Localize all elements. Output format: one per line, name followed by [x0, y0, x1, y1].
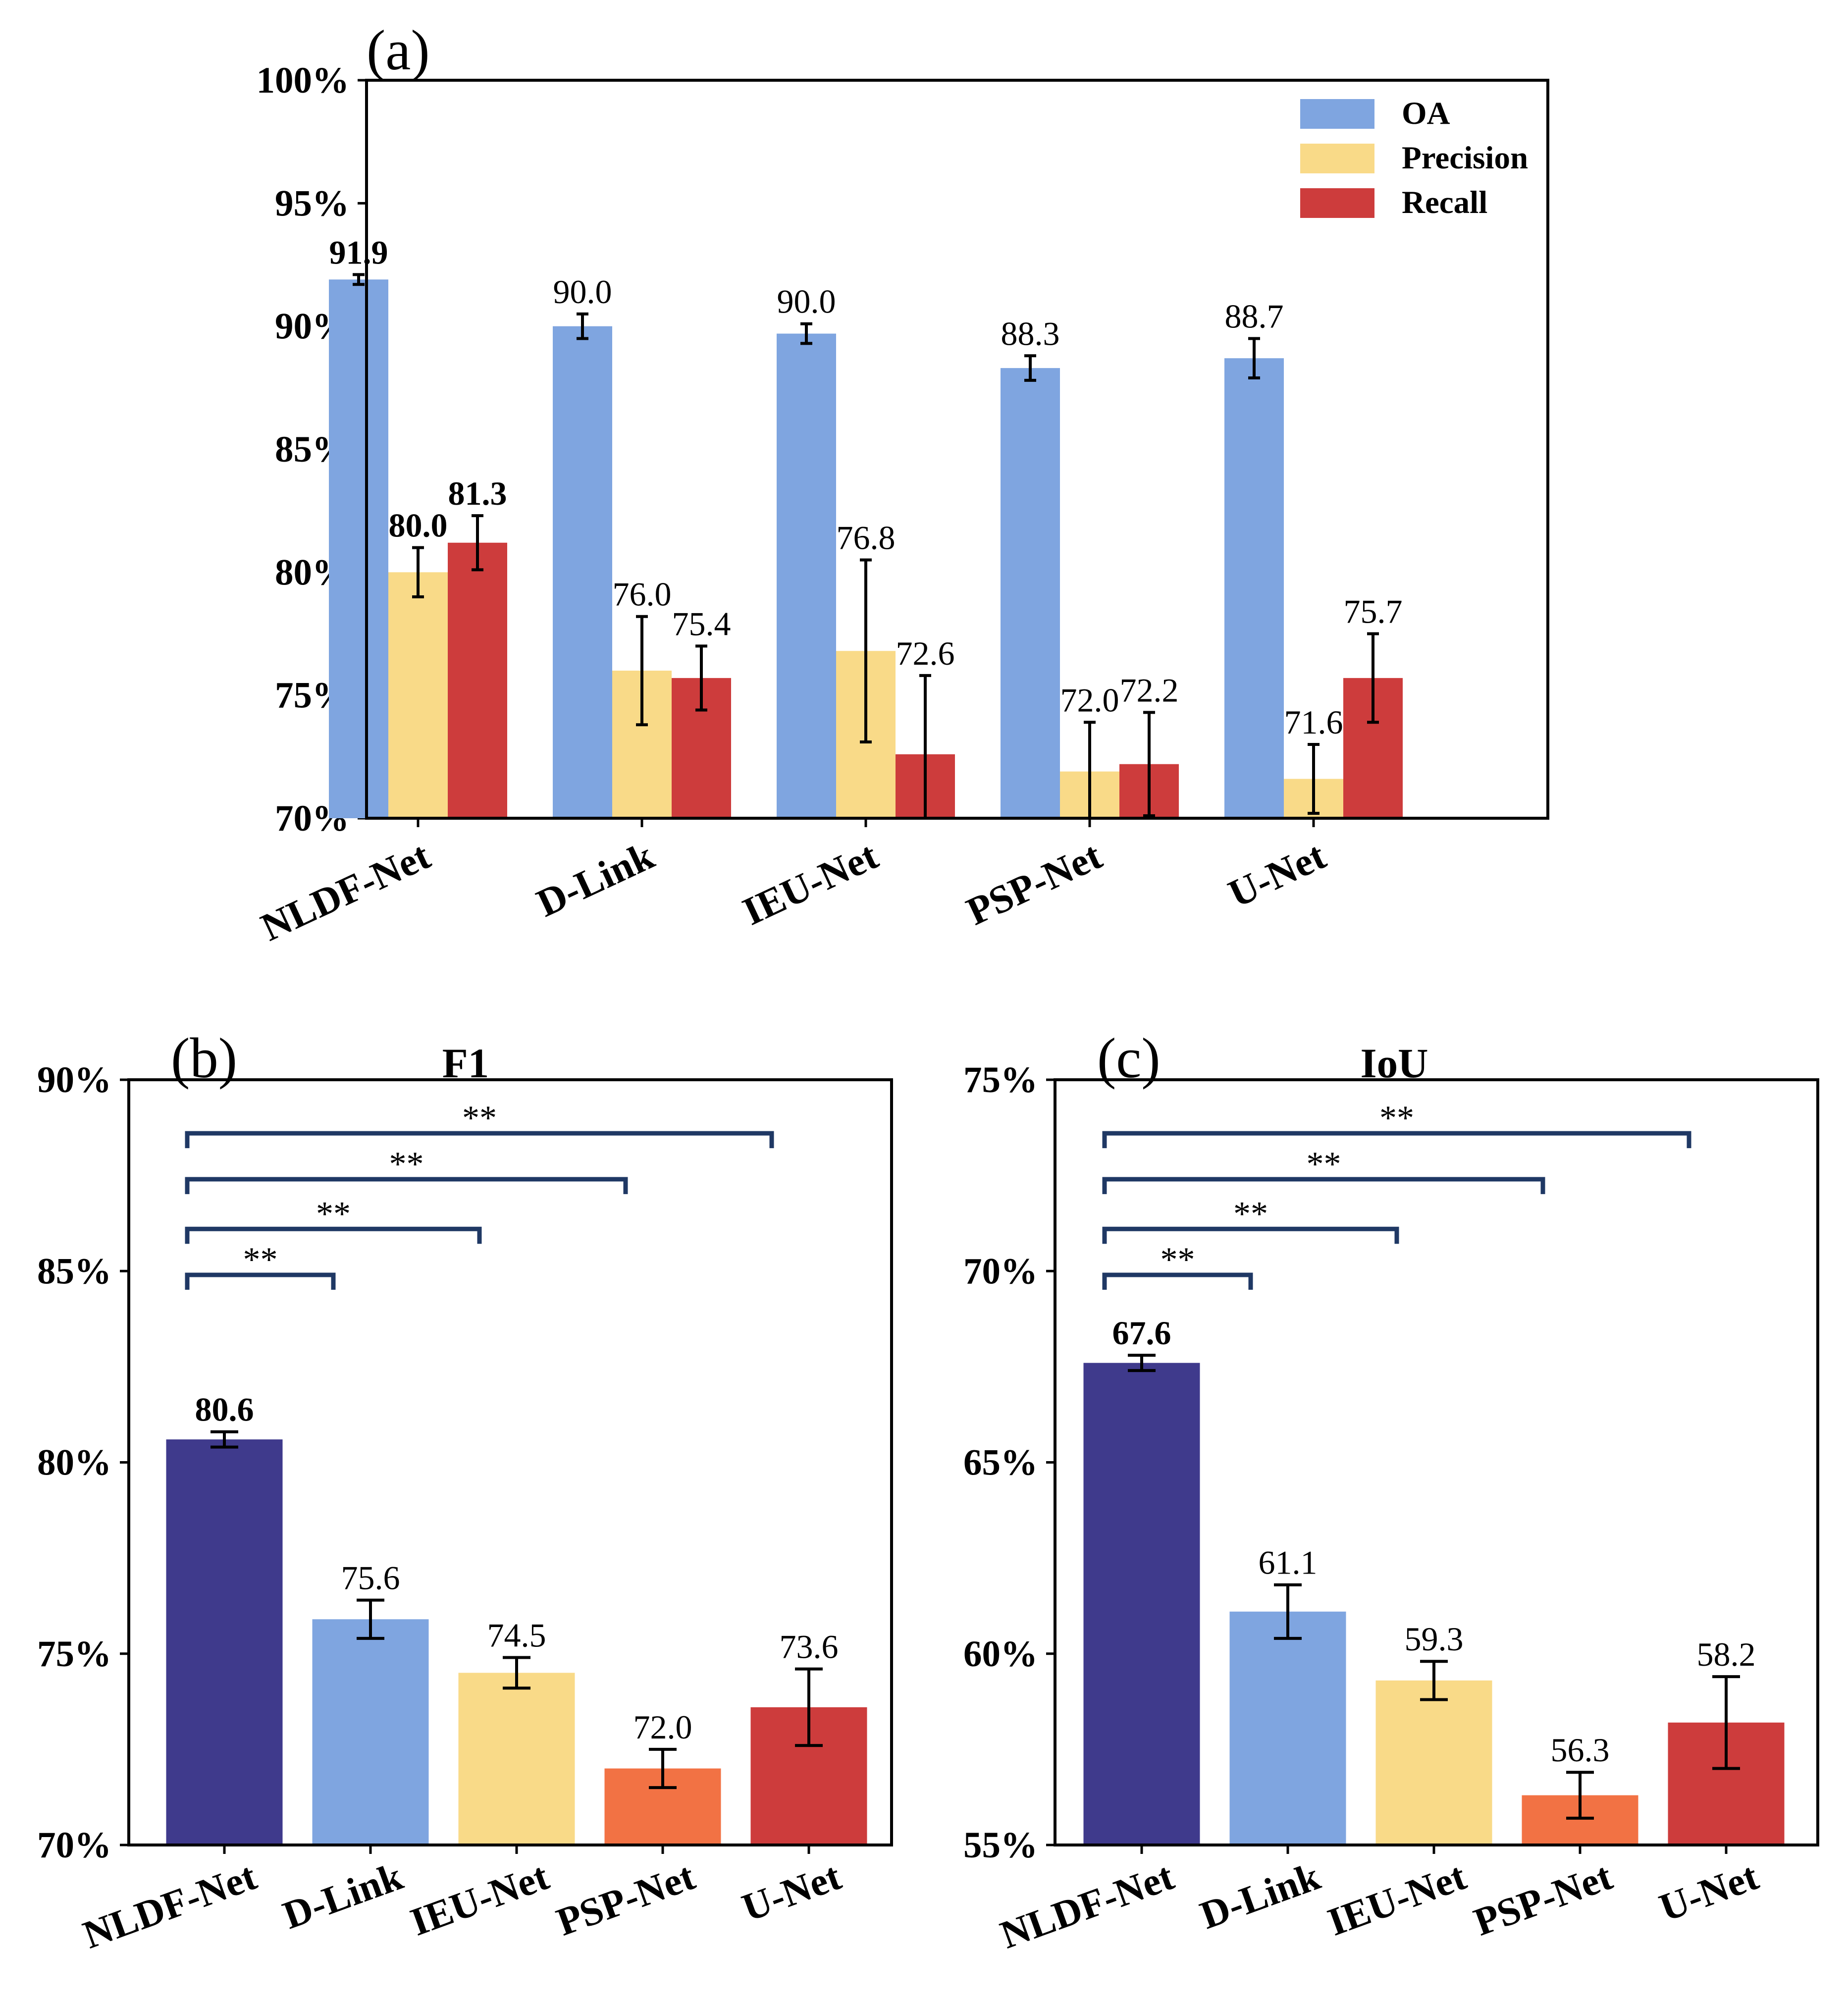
bar-precision	[388, 572, 448, 818]
y-tick-label: 85%	[37, 1251, 111, 1292]
significance-bracket	[185, 1131, 774, 1149]
data-label: 80.6	[195, 1391, 254, 1428]
data-label: 73.6	[780, 1628, 839, 1666]
data-label: 67.6	[1112, 1314, 1171, 1352]
bar	[1229, 1611, 1346, 1845]
legend-label: Precision	[1402, 140, 1528, 176]
data-label: 80.0	[389, 507, 448, 544]
data-label: 88.7	[1225, 298, 1284, 335]
bar-recall	[448, 542, 507, 818]
significance-bracket	[185, 1177, 628, 1194]
data-label: 74.5	[487, 1616, 546, 1654]
data-label: 90.0	[553, 273, 612, 311]
significance-label: **	[1233, 1195, 1268, 1233]
bar-oa	[329, 279, 388, 818]
panel-b-f1-chart: 70%75%80%85%90% (b) F180.6NLDF-Net75.6D-Li…	[37, 1027, 893, 1957]
data-label: 75.6	[341, 1559, 400, 1597]
plot-frame	[1054, 1078, 1819, 1846]
data-label: 75.4	[672, 605, 731, 642]
significance-label: **	[389, 1145, 424, 1183]
significance-label: **	[1307, 1145, 1341, 1183]
y-tick-label: 65%	[963, 1442, 1038, 1483]
significance-label: **	[1379, 1099, 1414, 1137]
y-tick-label: 60%	[963, 1633, 1038, 1675]
y-tick-label: 95%	[275, 183, 349, 224]
plot-frame	[365, 79, 1549, 820]
data-label: 90.0	[777, 283, 836, 320]
y-tick-label: 75%	[37, 1633, 111, 1675]
y-tick-label: 70%	[37, 1825, 111, 1866]
data-label: 61.1	[1259, 1544, 1318, 1581]
significance-bracket	[1102, 1272, 1253, 1290]
y-tick-label: 55%	[963, 1825, 1038, 1866]
significance-bracket	[1102, 1131, 1691, 1149]
data-label: 72.0	[634, 1708, 692, 1746]
bar-oa	[1224, 358, 1284, 818]
data-label: 56.3	[1551, 1731, 1610, 1769]
significance-label: **	[316, 1195, 351, 1233]
data-label: 76.8	[837, 519, 896, 557]
legend-swatch	[1300, 144, 1374, 173]
plot-frame	[127, 1078, 893, 1846]
legend-label: Recall	[1402, 185, 1487, 220]
legend-label: OA	[1402, 96, 1450, 131]
y-tick-label: 75%	[963, 1059, 1038, 1101]
data-label: 72.0	[1060, 681, 1119, 719]
y-tick-label: 90%	[37, 1059, 111, 1101]
significance-label: **	[1161, 1241, 1195, 1279]
data-label: 72.6	[896, 634, 955, 672]
bar	[458, 1673, 575, 1845]
significance-bracket	[185, 1272, 336, 1290]
bar-oa	[1001, 368, 1060, 818]
bar	[1375, 1680, 1492, 1845]
y-tick-label: 80%	[37, 1442, 111, 1483]
data-label: 59.3	[1405, 1620, 1464, 1658]
bar-oa	[553, 326, 612, 818]
bar	[312, 1619, 429, 1845]
data-label: 81.3	[448, 474, 507, 512]
data-label: 76.0	[613, 576, 672, 613]
y-tick-label: 100%	[257, 60, 350, 101]
bar	[1083, 1363, 1200, 1845]
legend-swatch	[1300, 188, 1374, 218]
significance-bracket	[1102, 1226, 1399, 1244]
data-label: 58.2	[1697, 1635, 1756, 1673]
bar-oa	[777, 333, 836, 818]
bar	[166, 1439, 283, 1845]
significance-bracket	[185, 1226, 482, 1244]
data-label: 91.9	[329, 233, 388, 271]
y-tick-label: 70%	[963, 1251, 1038, 1292]
significance-label: **	[243, 1241, 278, 1279]
data-label: 72.2	[1120, 671, 1179, 709]
data-label: 75.7	[1344, 593, 1403, 631]
panel-label: (a)	[367, 19, 430, 82]
data-label: 71.6	[1284, 703, 1343, 741]
legend-swatch	[1300, 99, 1374, 129]
significance-bracket	[1102, 1177, 1545, 1194]
data-label: 88.3	[1001, 315, 1060, 352]
significance-label: **	[462, 1099, 497, 1137]
